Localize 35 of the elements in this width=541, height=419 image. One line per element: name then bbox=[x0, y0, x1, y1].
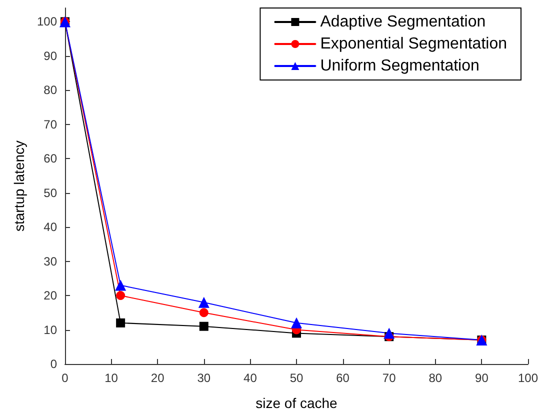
x-axis-title: size of cache bbox=[256, 395, 338, 411]
legend-label: Uniform Segmentation bbox=[320, 58, 480, 74]
y-tick-label: 70 bbox=[44, 117, 58, 132]
point bbox=[384, 328, 395, 339]
legend-label: Adaptive Segmentation bbox=[320, 14, 486, 30]
point bbox=[198, 296, 210, 308]
y-tick-label: 50 bbox=[44, 186, 58, 200]
y-tick-label: 30 bbox=[44, 254, 58, 268]
point bbox=[116, 318, 126, 328]
y-tick-label: 0 bbox=[50, 357, 58, 371]
point bbox=[199, 308, 208, 318]
x-tick-label: 50 bbox=[290, 371, 304, 385]
x-tick-label: 100 bbox=[518, 371, 538, 385]
point bbox=[199, 322, 208, 331]
x-tick-label: 70 bbox=[382, 371, 396, 385]
x-tick-label: 30 bbox=[197, 371, 211, 385]
y-tick-label: 90 bbox=[44, 48, 58, 63]
x-tick-label: 60 bbox=[336, 371, 350, 385]
point bbox=[290, 317, 302, 328]
x-tick-label: 0 bbox=[62, 371, 69, 385]
y-tick-label: 40 bbox=[44, 220, 58, 234]
x-tick-label: 10 bbox=[104, 371, 118, 385]
y-tick-label: 60 bbox=[44, 152, 58, 166]
x-tick-label: 20 bbox=[150, 371, 165, 385]
point bbox=[115, 280, 126, 291]
y-tick-label: 10 bbox=[44, 322, 58, 337]
y-tick-label: 100 bbox=[36, 14, 58, 29]
x-tick-label: 90 bbox=[475, 371, 489, 385]
y-tick-label: 20 bbox=[44, 288, 58, 303]
y-axis-title: startup latency bbox=[11, 140, 28, 232]
y-tick-label: 80 bbox=[44, 83, 58, 98]
x-tick-label: 80 bbox=[428, 371, 442, 385]
x-tick-label: 40 bbox=[244, 371, 258, 385]
point bbox=[116, 291, 126, 300]
legend-label: Exponential Segmentation bbox=[320, 36, 507, 52]
